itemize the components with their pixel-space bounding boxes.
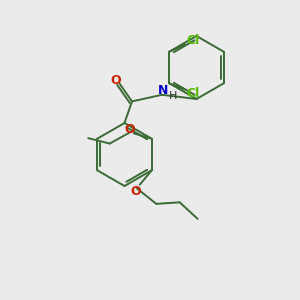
Text: Cl: Cl — [186, 34, 199, 47]
Text: N: N — [158, 84, 168, 97]
Text: Cl: Cl — [186, 87, 199, 100]
Text: H: H — [169, 91, 178, 101]
Text: O: O — [131, 185, 142, 198]
Text: O: O — [124, 123, 135, 136]
Text: O: O — [110, 74, 121, 87]
